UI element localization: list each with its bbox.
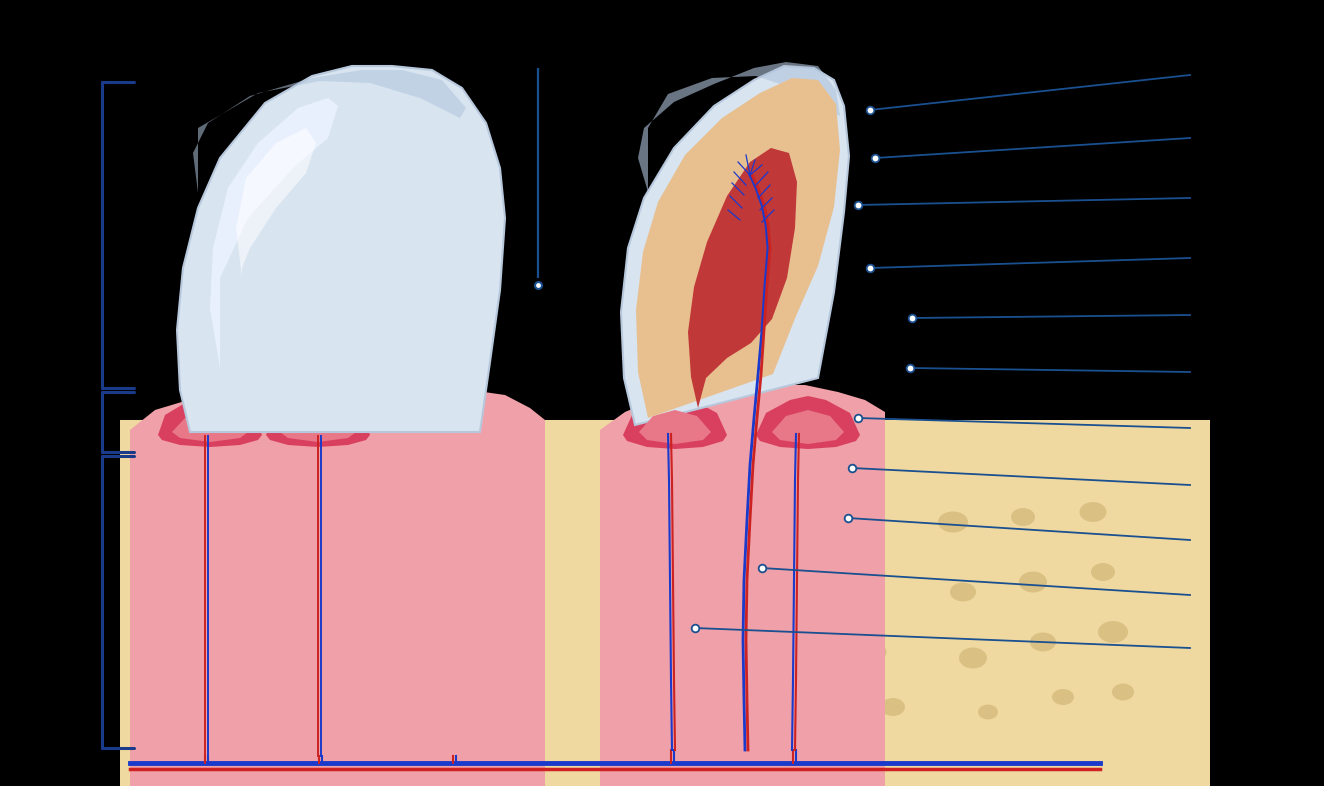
Ellipse shape [1112,684,1133,700]
Polygon shape [171,436,248,756]
Polygon shape [621,66,849,425]
Ellipse shape [1012,508,1035,526]
Ellipse shape [438,491,467,512]
Ellipse shape [195,484,214,499]
Ellipse shape [802,714,824,730]
Ellipse shape [978,704,998,719]
Ellipse shape [252,483,275,501]
Polygon shape [120,420,1210,786]
Ellipse shape [392,502,418,521]
Ellipse shape [859,642,887,662]
Ellipse shape [959,648,986,669]
Polygon shape [267,435,364,758]
Polygon shape [761,432,829,752]
Ellipse shape [401,564,422,580]
Ellipse shape [451,564,473,580]
Polygon shape [275,436,355,756]
Polygon shape [777,434,816,748]
Ellipse shape [880,698,906,716]
Ellipse shape [1030,633,1057,652]
Polygon shape [768,433,824,750]
Ellipse shape [1091,563,1115,581]
Ellipse shape [853,574,874,590]
Polygon shape [266,396,369,447]
Ellipse shape [1053,689,1074,705]
Ellipse shape [233,695,256,711]
Polygon shape [164,435,258,758]
Polygon shape [638,62,839,192]
Ellipse shape [140,490,169,510]
Polygon shape [600,383,884,786]
Polygon shape [641,432,708,752]
Polygon shape [236,128,316,278]
Ellipse shape [275,682,301,701]
Ellipse shape [203,627,233,649]
Polygon shape [647,433,703,750]
Polygon shape [191,446,212,740]
Ellipse shape [781,583,805,601]
Polygon shape [130,384,545,786]
Polygon shape [211,98,338,368]
Polygon shape [624,396,727,449]
Polygon shape [634,430,716,753]
Ellipse shape [266,545,301,571]
Polygon shape [172,412,248,442]
Ellipse shape [951,582,976,601]
Ellipse shape [135,641,166,663]
Polygon shape [639,410,711,444]
Polygon shape [177,66,504,432]
Polygon shape [772,410,843,444]
Ellipse shape [771,512,798,532]
Ellipse shape [207,549,244,575]
Ellipse shape [839,502,866,521]
Ellipse shape [1098,621,1128,643]
Polygon shape [297,446,315,740]
Ellipse shape [406,633,430,651]
Ellipse shape [788,647,818,669]
Polygon shape [657,434,695,748]
Polygon shape [753,430,835,753]
Ellipse shape [260,618,287,638]
Ellipse shape [1079,502,1107,522]
Ellipse shape [1019,571,1047,593]
Polygon shape [279,412,356,442]
Ellipse shape [937,512,968,532]
Polygon shape [688,148,797,408]
Polygon shape [636,78,839,418]
Ellipse shape [166,714,191,730]
Polygon shape [193,70,466,193]
Ellipse shape [146,567,177,589]
Polygon shape [158,396,262,447]
Polygon shape [756,396,861,449]
Ellipse shape [422,695,444,710]
